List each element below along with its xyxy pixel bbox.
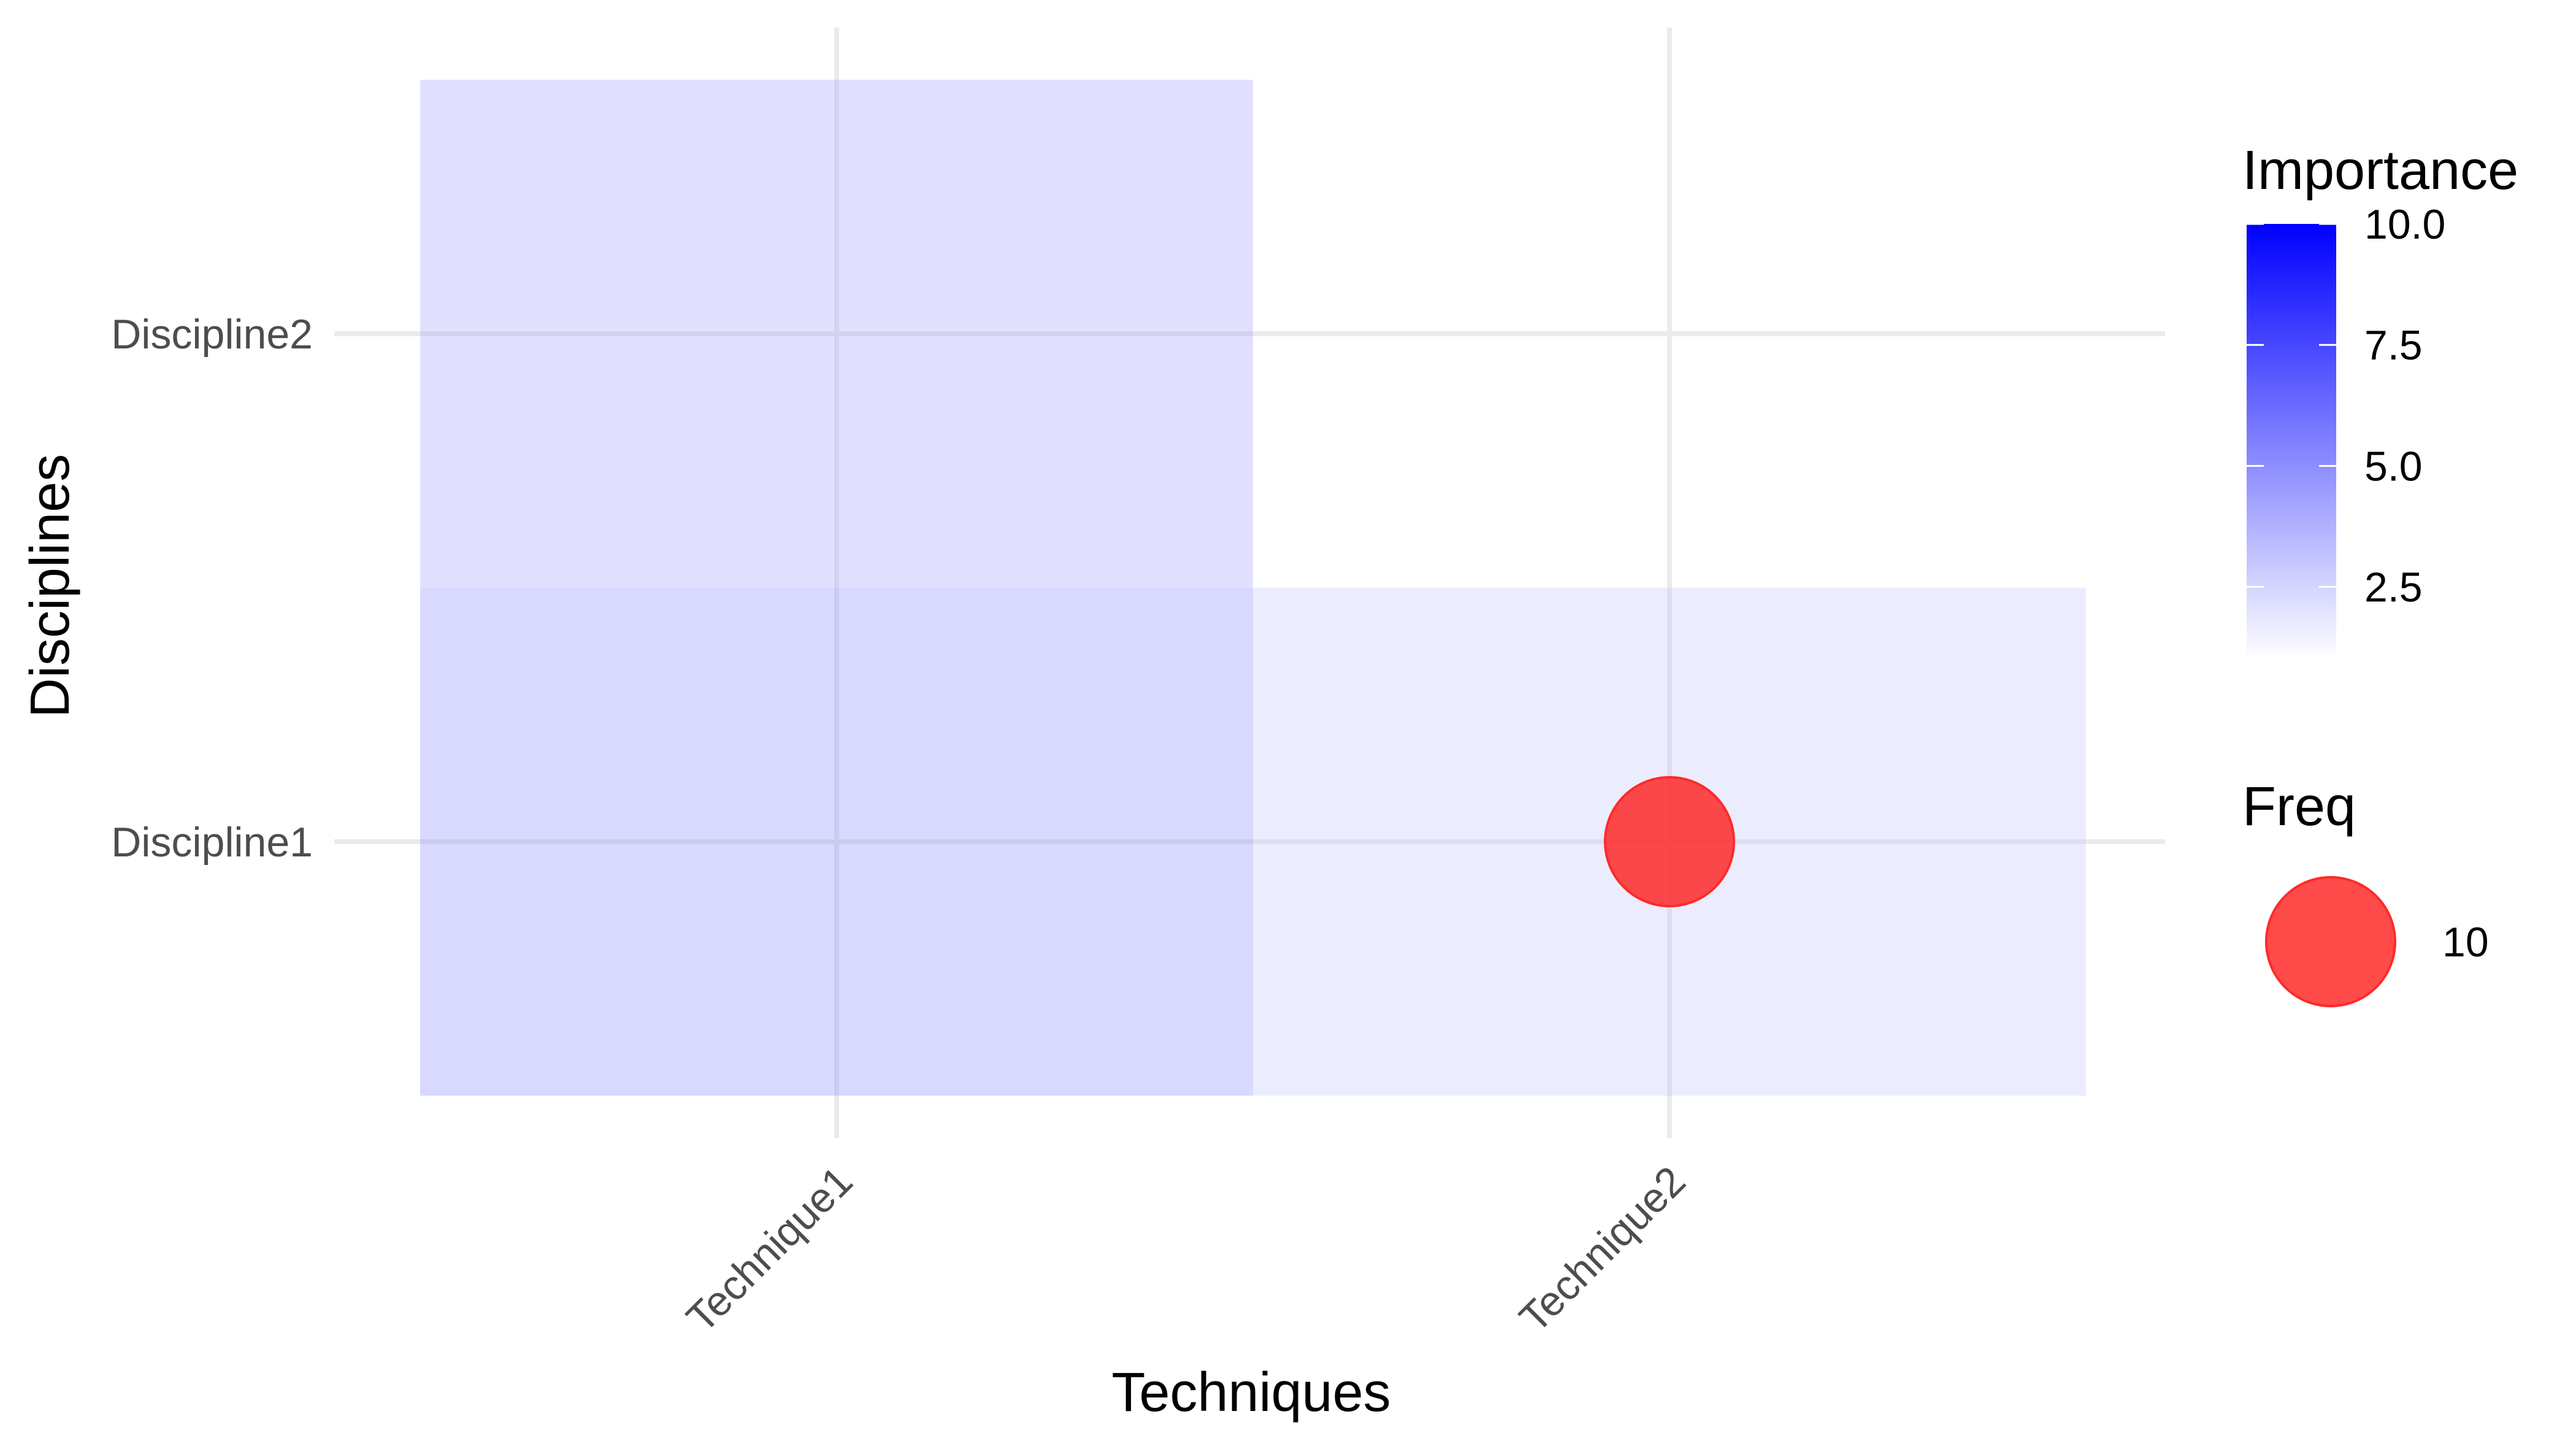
colorbar-tick-label: 2.5 <box>2364 564 2423 611</box>
x-tick-label: Technique2 <box>1511 1158 1695 1342</box>
frequency-points <box>1604 776 1735 907</box>
colorbar-tick-label: 5.0 <box>2364 443 2423 490</box>
freq-legend: Freq 10 <box>2242 776 2489 1007</box>
grid-lines <box>334 28 2165 1138</box>
importance-legend-ticks: 2.5 5.0 7.5 10.0 <box>2247 201 2445 611</box>
heatmap-tile <box>420 588 1253 1096</box>
colorbar-tick-label: 7.5 <box>2364 322 2423 369</box>
heatmap-tile <box>420 80 1253 588</box>
importance-legend-title: Importance <box>2242 140 2518 201</box>
freq-legend-items: 10 <box>2265 876 2489 1007</box>
y-axis-title: Disciplines <box>20 454 81 718</box>
freq-legend-label: 10 <box>2442 919 2489 966</box>
y-tick-labels: Discipline1 Discipline2 <box>111 311 313 866</box>
freq-legend-key <box>2265 876 2396 1007</box>
y-tick-label: Discipline2 <box>111 311 313 358</box>
colorbar-tick-label: 10.0 <box>2364 201 2445 248</box>
x-axis-title: Techniques <box>1111 1362 1390 1423</box>
freq-legend-title: Freq <box>2242 776 2356 837</box>
y-tick-label: Discipline1 <box>111 819 313 866</box>
importance-colorbar <box>2247 224 2336 659</box>
x-tick-label: Technique1 <box>678 1158 862 1342</box>
heatmap-tiles <box>420 80 2086 1096</box>
freq-point <box>1604 776 1735 907</box>
importance-legend: Importance 2.5 5.0 7.5 10.0 <box>2242 140 2518 659</box>
x-tick-labels: Technique1 Technique2 <box>678 1158 1695 1342</box>
